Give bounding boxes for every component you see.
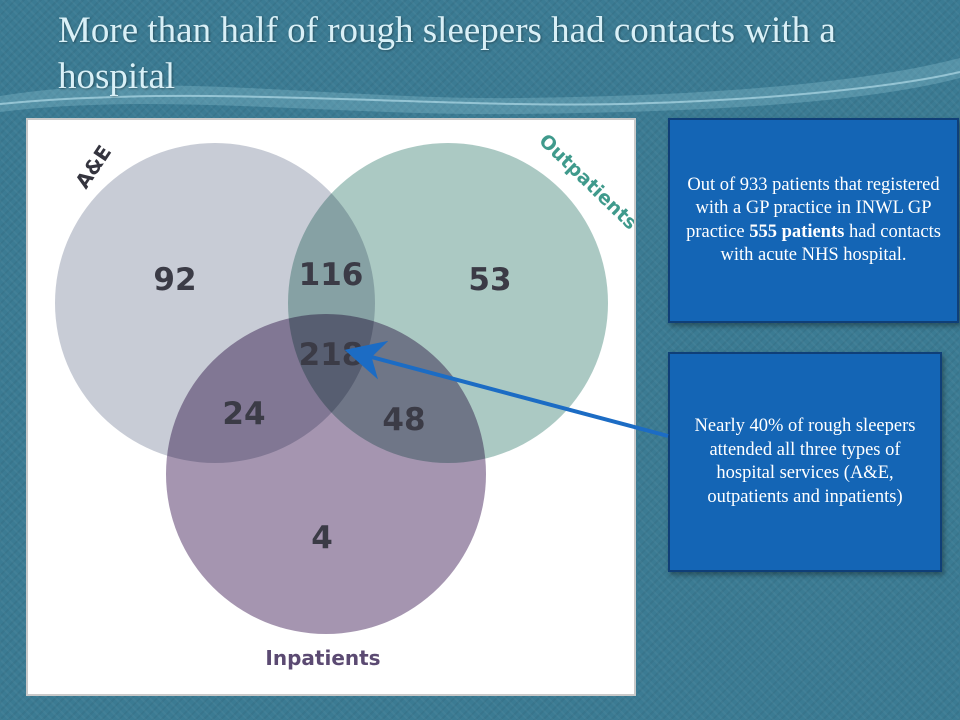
outpatients-only-value: 53 xyxy=(468,262,511,298)
all-three-callout-text: Nearly 40% of rough sleepers attended al… xyxy=(694,416,916,507)
all-three-callout: Nearly 40% of rough sleepers attended al… xyxy=(668,352,942,572)
title-swoosh-decoration xyxy=(0,58,960,115)
all-three-value: 218 xyxy=(299,337,364,373)
callout-text-bold: 555 patients xyxy=(749,221,845,242)
total-patients-callout: Out of 933 patients that registered with… xyxy=(668,118,959,323)
inpatients-only-value: 4 xyxy=(311,520,333,556)
callout-text-before: Out of 933 patients that registered with… xyxy=(686,174,940,242)
ae-inpatients-value: 24 xyxy=(222,396,265,432)
outpatients-inpatients-value: 48 xyxy=(382,402,425,438)
venn-diagram-panel: A&E Outpatients Inpatients 92 116 53 218… xyxy=(26,118,636,696)
total-patients-callout-text: Out of 933 patients that registered with… xyxy=(680,174,947,268)
inpatients-set-label: Inpatients xyxy=(265,646,380,670)
ae-outpatients-value: 116 xyxy=(299,257,364,293)
callout-text-after: had contacts with acute NHS hospital. xyxy=(720,221,941,266)
venn-diagram: A&E Outpatients Inpatients 92 116 53 218… xyxy=(55,130,634,670)
slide-title: More than half of rough sleepers had con… xyxy=(58,10,836,97)
ae-only-value: 92 xyxy=(153,262,196,298)
